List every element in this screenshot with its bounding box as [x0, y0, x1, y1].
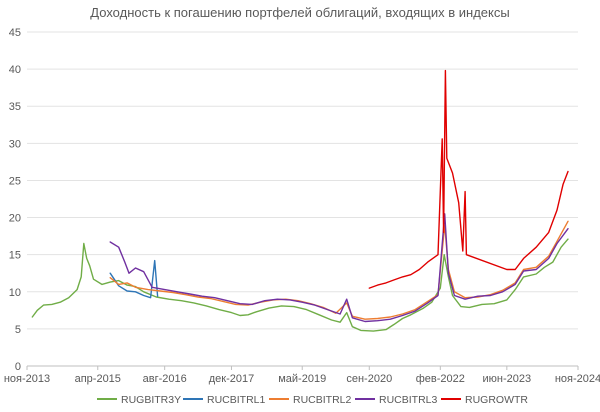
x-tick-label: июн-2023 — [483, 373, 532, 385]
legend-item-rugrowtr: RUGROWTR — [441, 394, 528, 406]
y-tick-label: 35 — [9, 101, 21, 113]
x-tick-label: сен-2020 — [346, 373, 392, 385]
series-line-rucbitrl2 — [109, 220, 569, 320]
legend-label: RUCBITRL2 — [293, 394, 352, 406]
x-tick-label: фев-2022 — [416, 373, 465, 385]
y-tick-label: 20 — [9, 213, 21, 225]
legend: RUGBITR3Y RUCBITRL1 RUCBITRL2 RUCBITRL3 RUGR… — [97, 394, 528, 406]
grid-lines — [27, 31, 578, 367]
legend-item-rucbitrl2: RUCBITRL2 — [269, 394, 352, 406]
x-tick-label: дек-2017 — [209, 373, 254, 385]
series-lines — [31, 69, 569, 332]
series-line-rugbitr3y — [31, 238, 569, 332]
y-tick-label: 45 — [9, 27, 21, 39]
series-line-rucbitrl3 — [109, 213, 569, 323]
y-axis-ticks: 0 5 10 15 20 25 30 35 40 45 — [9, 27, 21, 373]
legend-label: RUCBITRL1 — [207, 394, 266, 406]
x-tick-label: ноя-2024 — [555, 373, 600, 385]
x-tick-label: май-2019 — [278, 373, 326, 385]
series-line-rugrowtr — [368, 69, 569, 289]
x-tick-label: ноя-2013 — [4, 373, 50, 385]
y-tick-label: 15 — [9, 250, 21, 262]
legend-item-rugbitr3y: RUGBITR3Y — [97, 394, 181, 406]
legend-label: RUGBITR3Y — [121, 394, 181, 406]
y-tick-label: 40 — [9, 64, 21, 76]
legend-item-rucbitrl1: RUCBITRL1 — [183, 394, 266, 406]
series-line-rucbitrl1 — [109, 259, 159, 299]
legend-label: RUGROWTR — [465, 394, 528, 406]
chart-title: Доходность к погашению портфелей облигац… — [90, 5, 509, 20]
y-tick-label: 0 — [15, 361, 21, 373]
y-tick-label: 10 — [9, 287, 21, 299]
x-tick-label: авг-2016 — [143, 373, 187, 385]
x-tick-label: апр-2015 — [75, 373, 121, 385]
legend-item-rucbitrl3: RUCBITRL3 — [355, 394, 438, 406]
y-tick-label: 30 — [9, 138, 21, 150]
y-tick-label: 5 — [15, 324, 21, 336]
x-axis-ticks: ноя-2013 апр-2015 авг-2016 дек-2017 май-2019… — [4, 366, 600, 385]
y-tick-label: 25 — [9, 175, 21, 187]
legend-label: RUCBITRL3 — [379, 394, 438, 406]
